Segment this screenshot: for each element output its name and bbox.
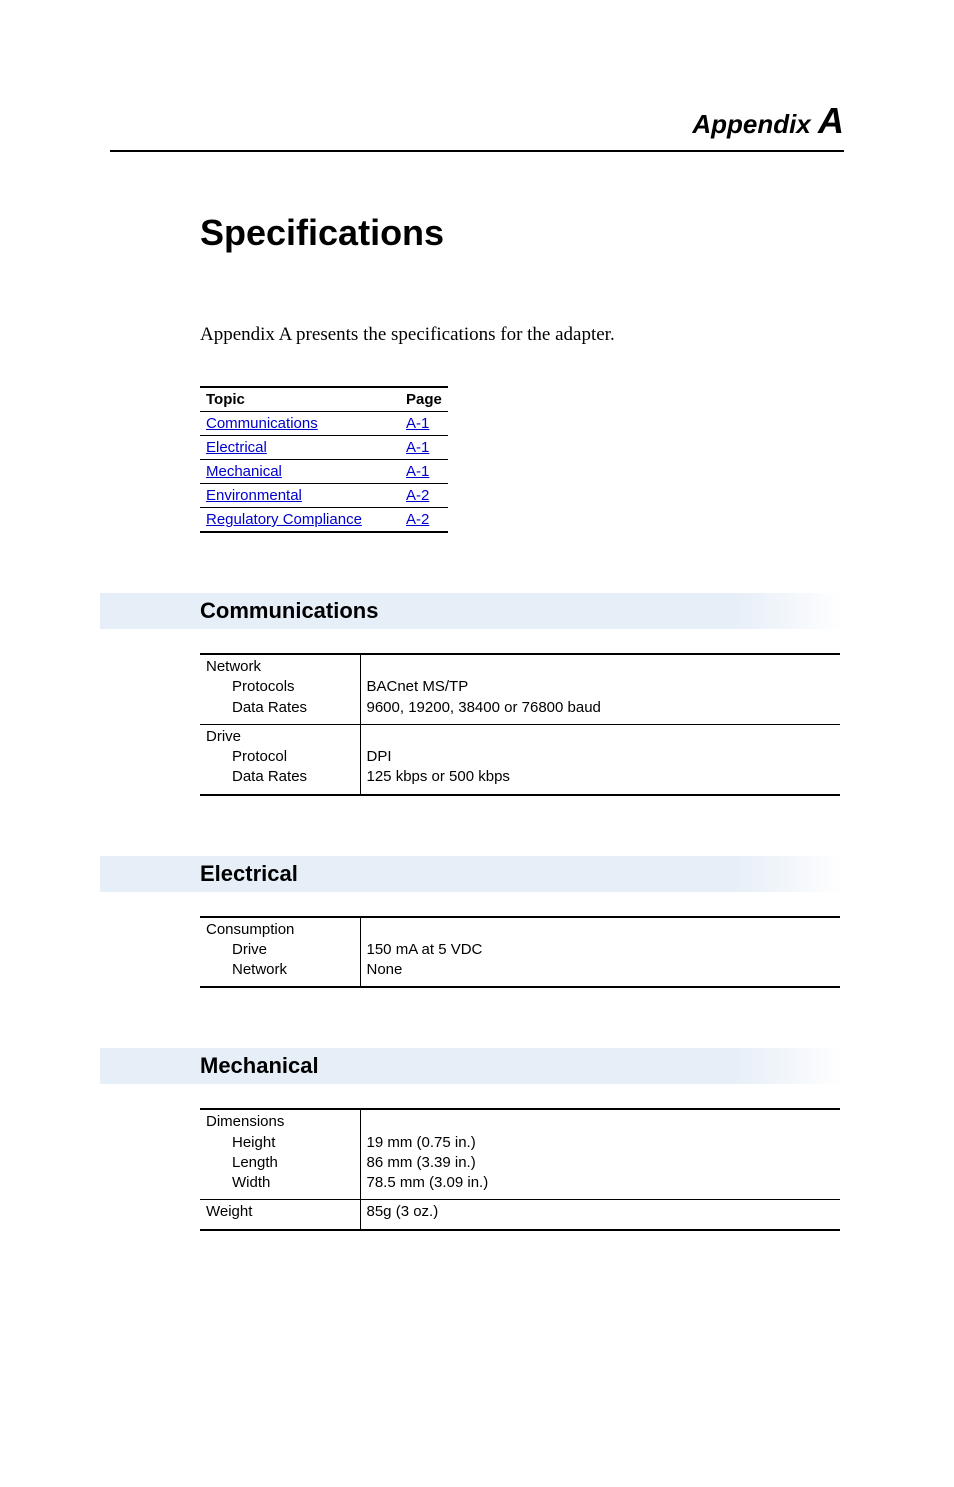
toc-page-electrical[interactable]: A-1	[406, 439, 429, 456]
drive-protocol-label: Protocol	[206, 747, 287, 767]
toc-page-environmental[interactable]: A-2	[406, 487, 429, 504]
toc-link-communications[interactable]: Communications	[206, 415, 318, 432]
toc-row: Mechanical A-1	[200, 460, 448, 484]
electrical-table: Consumption Drive Network 150 mA at 5 VD…	[200, 916, 840, 989]
network-label: Network	[206, 658, 261, 675]
section-heading-mechanical: Mechanical	[100, 1048, 844, 1084]
network-datarates-value: 9600, 19200, 38400 or 76800 baud	[367, 699, 601, 716]
consumption-network-value: None	[367, 961, 403, 978]
network-datarates-label: Data Rates	[206, 698, 307, 718]
toc-header-topic: Topic	[200, 387, 400, 412]
toc-link-mechanical[interactable]: Mechanical	[206, 463, 282, 480]
toc-header-page: Page	[400, 387, 448, 412]
toc-link-regulatory[interactable]: Regulatory Compliance	[206, 511, 362, 528]
toc-table: Topic Page Communications A-1 Electrical…	[200, 386, 448, 533]
toc-link-electrical[interactable]: Electrical	[206, 439, 267, 456]
appendix-letter: A	[818, 100, 844, 141]
communications-table: Network Protocols Data Rates BACnet MS/T…	[200, 653, 840, 796]
mechanical-table: Dimensions Height Length Width 19 mm (0.…	[200, 1108, 840, 1230]
toc-row: Environmental A-2	[200, 484, 448, 508]
toc-row: Electrical A-1	[200, 436, 448, 460]
toc-page-communications[interactable]: A-1	[406, 415, 429, 432]
page-title: Specifications	[200, 212, 844, 254]
appendix-header: Appendix A	[110, 100, 844, 152]
consumption-drive-label: Drive	[206, 940, 267, 960]
drive-datarates-value: 125 kbps or 500 kbps	[367, 768, 510, 785]
toc-link-environmental[interactable]: Environmental	[206, 487, 302, 504]
dimensions-width-label: Width	[206, 1173, 270, 1193]
intro-text: Appendix A presents the specifications f…	[200, 324, 844, 346]
dimensions-width-value: 78.5 mm (3.09 in.)	[367, 1174, 489, 1191]
section-heading-electrical: Electrical	[100, 856, 844, 892]
toc-row: Regulatory Compliance A-2	[200, 508, 448, 533]
toc-page-regulatory[interactable]: A-2	[406, 511, 429, 528]
dimensions-length-value: 86 mm (3.39 in.)	[367, 1154, 476, 1171]
drive-protocol-value: DPI	[367, 748, 392, 765]
appendix-label: Appendix	[692, 109, 810, 139]
weight-label: Weight	[206, 1203, 252, 1220]
consumption-network-label: Network	[206, 960, 287, 980]
drive-datarates-label: Data Rates	[206, 767, 307, 787]
toc-row: Communications A-1	[200, 412, 448, 436]
toc-page-mechanical[interactable]: A-1	[406, 463, 429, 480]
dimensions-height-value: 19 mm (0.75 in.)	[367, 1134, 476, 1151]
dimensions-height-label: Height	[206, 1133, 275, 1153]
network-protocols-value: BACnet MS/TP	[367, 678, 469, 695]
consumption-label: Consumption	[206, 921, 294, 938]
weight-value: 85g (3 oz.)	[367, 1203, 439, 1220]
consumption-drive-value: 150 mA at 5 VDC	[367, 941, 483, 958]
dimensions-label: Dimensions	[206, 1113, 284, 1130]
drive-label: Drive	[206, 728, 241, 745]
section-heading-communications: Communications	[100, 593, 844, 629]
network-protocols-label: Protocols	[206, 677, 295, 697]
dimensions-length-label: Length	[206, 1153, 278, 1173]
